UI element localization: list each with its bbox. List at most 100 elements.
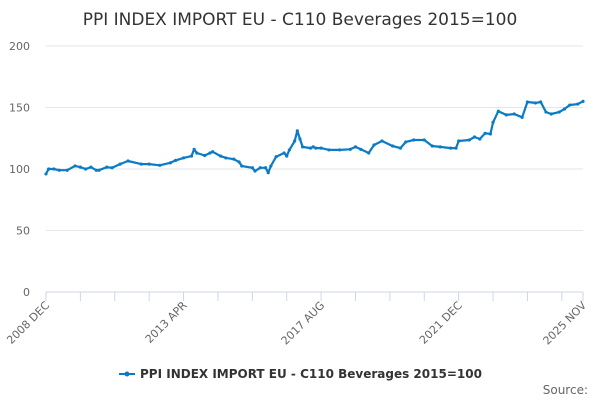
y-tick-label: 200 [9, 40, 30, 53]
data-point[interactable] [478, 137, 482, 141]
data-point[interactable] [126, 159, 130, 163]
data-point[interactable] [57, 168, 61, 172]
data-point[interactable] [568, 103, 572, 107]
data-point[interactable] [488, 132, 493, 136]
source-label: Source: [543, 383, 588, 397]
data-point[interactable] [269, 164, 273, 168]
data-point[interactable] [390, 144, 395, 148]
data-point[interactable] [203, 153, 207, 158]
legend[interactable]: PPI INDEX IMPORT EU - C110 Beverages 201… [119, 367, 482, 381]
y-tick-label: 150 [9, 102, 30, 115]
data-point[interactable] [224, 156, 228, 160]
data-point[interactable] [449, 146, 453, 150]
data-point[interactable] [562, 107, 567, 111]
data-point[interactable] [504, 113, 508, 117]
data-point[interactable] [189, 154, 194, 158]
data-point[interactable] [250, 166, 254, 170]
y-tick-label: 50 [16, 225, 30, 238]
data-point[interactable] [319, 146, 323, 150]
data-point[interactable] [118, 162, 122, 166]
data-point[interactable] [89, 165, 93, 169]
data-point[interactable] [293, 139, 297, 143]
data-point[interactable] [338, 148, 342, 152]
data-point[interactable] [372, 143, 376, 147]
data-point[interactable] [398, 146, 403, 150]
data-point[interactable] [512, 112, 516, 116]
data-point[interactable] [483, 131, 487, 135]
data-point[interactable] [557, 110, 561, 114]
data-point[interactable] [430, 144, 434, 148]
y-tick-label: 100 [9, 163, 30, 176]
data-point[interactable] [237, 160, 241, 164]
data-point[interactable] [218, 154, 223, 158]
data-point[interactable] [158, 163, 162, 167]
data-point[interactable] [258, 166, 262, 170]
data-point[interactable] [359, 147, 363, 151]
data-point[interactable] [380, 139, 384, 143]
data-point[interactable] [539, 100, 543, 104]
x-tick-label: 2021 DEC [417, 299, 465, 347]
legend-marker-icon [124, 371, 130, 377]
data-point[interactable] [404, 140, 408, 144]
data-point[interactable] [232, 157, 236, 161]
data-point[interactable] [97, 168, 101, 172]
data-point[interactable] [314, 146, 318, 150]
data-point[interactable] [282, 151, 286, 155]
data-point[interactable] [549, 112, 553, 116]
data-point[interactable] [300, 145, 305, 149]
data-point[interactable] [311, 145, 315, 149]
data-point[interactable] [576, 102, 580, 106]
data-point[interactable] [472, 135, 477, 139]
data-point[interactable] [266, 171, 270, 175]
data-point[interactable] [457, 139, 461, 143]
y-tick-label: 0 [23, 286, 30, 299]
data-point[interactable] [454, 146, 458, 150]
data-point[interactable] [195, 151, 199, 155]
data-point[interactable] [253, 169, 257, 173]
data-point[interactable] [78, 165, 82, 169]
data-point[interactable] [367, 151, 371, 155]
data-point[interactable] [47, 167, 51, 171]
data-point[interactable] [263, 166, 268, 170]
data-point[interactable] [581, 99, 585, 103]
data-point[interactable] [147, 162, 151, 166]
data-point[interactable] [525, 100, 530, 104]
data-point[interactable] [240, 164, 244, 168]
data-point[interactable] [496, 109, 500, 113]
x-tick-label: 2025 NOV [541, 299, 590, 348]
data-point[interactable] [422, 138, 426, 142]
data-point[interactable] [65, 168, 69, 172]
data-point[interactable] [274, 155, 278, 159]
data-point[interactable] [192, 147, 196, 151]
data-point[interactable] [491, 120, 495, 124]
data-point[interactable] [181, 156, 186, 160]
data-point[interactable] [353, 145, 358, 149]
data-point[interactable] [438, 145, 442, 149]
data-point[interactable] [285, 154, 289, 158]
data-point[interactable] [208, 151, 212, 155]
data-point[interactable] [52, 167, 56, 171]
data-point[interactable] [327, 148, 331, 152]
data-point[interactable] [298, 137, 302, 141]
data-point[interactable] [110, 166, 114, 170]
data-point[interactable] [84, 167, 88, 171]
data-point[interactable] [211, 150, 215, 154]
series-line [45, 100, 584, 175]
data-point[interactable] [73, 164, 77, 168]
data-point[interactable] [94, 168, 98, 172]
data-point[interactable] [44, 172, 48, 176]
data-point[interactable] [174, 158, 178, 162]
data-point[interactable] [544, 110, 548, 114]
data-point[interactable] [520, 115, 524, 119]
data-point[interactable] [533, 101, 537, 105]
data-point[interactable] [412, 138, 416, 142]
data-point[interactable] [139, 162, 143, 166]
data-point[interactable] [105, 165, 109, 169]
data-point[interactable] [308, 146, 313, 150]
data-point[interactable] [295, 129, 299, 133]
data-point[interactable] [168, 161, 172, 165]
data-point[interactable] [467, 138, 471, 142]
data-point[interactable] [348, 147, 352, 151]
data-point[interactable] [287, 148, 291, 152]
